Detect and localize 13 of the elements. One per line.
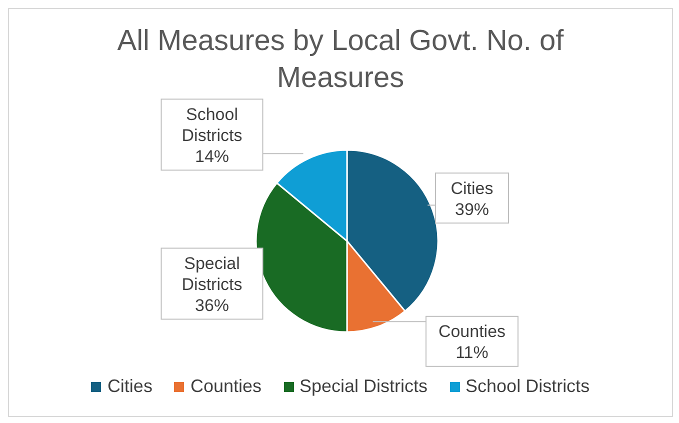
slice-label: Counties xyxy=(438,322,506,342)
data-label: 36% xyxy=(194,296,230,315)
data-label: 14% xyxy=(194,146,230,166)
legend-label: Special Districts xyxy=(298,376,428,397)
data-label: 11% xyxy=(456,343,488,362)
data-label: 39% xyxy=(454,200,490,219)
legend-label: Counties xyxy=(189,376,262,397)
legend-label: School Districts xyxy=(464,376,590,397)
legend-label: Cities xyxy=(106,376,152,397)
slice-label: School Districts xyxy=(182,104,242,145)
slice-label: Cities xyxy=(450,178,494,198)
chart-title: All Measures by Local Govt. No. of Measures xyxy=(116,24,565,96)
slice-label: Special Districts xyxy=(182,254,242,294)
